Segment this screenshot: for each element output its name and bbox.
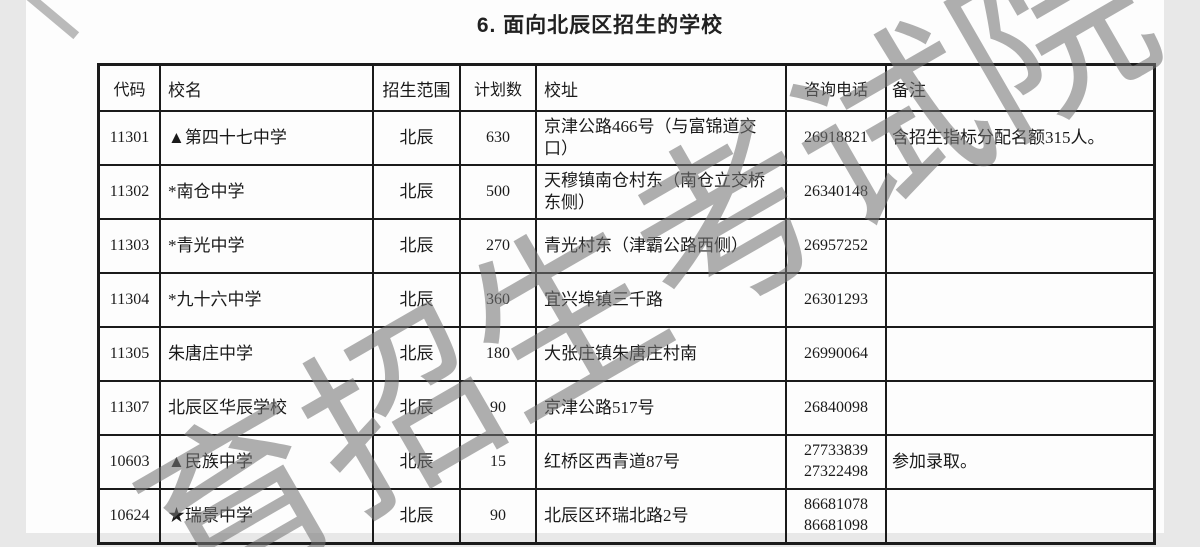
cell-code: 10603: [97, 434, 161, 490]
cell-phone: 26957252: [785, 218, 887, 274]
table-row: 11301 ▲第四十七中学 北辰 630 京津公路466号（与富锦道交口） 2691882…: [97, 110, 1156, 166]
cell-code: 11307: [97, 380, 161, 436]
cell-plan: 630: [459, 110, 537, 166]
column-header-scope: 招生范围: [372, 63, 461, 112]
cell-scope: 北辰: [372, 164, 461, 220]
cell-remark: 参加录取。: [885, 434, 1156, 490]
table-row: 11303 *青光中学 北辰 270 青光村东（津霸公路西侧） 26957252: [97, 218, 1156, 274]
cell-address: 青光村东（津霸公路西侧）: [535, 218, 787, 274]
cell-phone: 86681078 86681098: [785, 488, 887, 545]
cell-remark: 含招生指标分配名额315人。: [885, 110, 1156, 166]
cell-name: ★瑞景中学: [159, 488, 374, 545]
cell-code: 11302: [97, 164, 161, 220]
cell-plan: 180: [459, 326, 537, 382]
cell-code: 11303: [97, 218, 161, 274]
cell-phone: 26918821: [785, 110, 887, 166]
cell-plan: 15: [459, 434, 537, 490]
table-row: 11304 *九十六中学 北辰 360 宜兴埠镇三千路 26301293: [97, 272, 1156, 328]
cell-plan: 360: [459, 272, 537, 328]
cell-scope: 北辰: [372, 218, 461, 274]
cell-address: 天穆镇南仓村东（南仓立交桥东侧）: [535, 164, 787, 220]
cell-code: 10624: [97, 488, 161, 545]
cell-address: 大张庄镇朱唐庄村南: [535, 326, 787, 382]
cell-phone: 26301293: [785, 272, 887, 328]
cell-plan: 90: [459, 380, 537, 436]
column-header-plan: 计划数: [459, 63, 537, 112]
cell-phone: 26990064: [785, 326, 887, 382]
cell-phone: 26340148: [785, 164, 887, 220]
cell-name: *青光中学: [159, 218, 374, 274]
column-header-name: 校名: [159, 63, 374, 112]
cell-name: 北辰区华辰学校: [159, 380, 374, 436]
table-header-row: 代码 校名 招生范围 计划数 校址 咨询电话 备注: [97, 63, 1156, 112]
cell-scope: 北辰: [372, 110, 461, 166]
table-row: 11305 朱唐庄中学 北辰 180 大张庄镇朱唐庄村南 26990064: [97, 326, 1156, 382]
cell-name: *南仓中学: [159, 164, 374, 220]
column-header-code: 代码: [97, 63, 161, 112]
cell-plan: 500: [459, 164, 537, 220]
cell-plan: 270: [459, 218, 537, 274]
cell-address: 宜兴埠镇三千路: [535, 272, 787, 328]
cell-address: 京津公路466号（与富锦道交口）: [535, 110, 787, 166]
cell-scope: 北辰: [372, 326, 461, 382]
page-margin-left: [0, 0, 26, 547]
column-header-address: 校址: [535, 63, 787, 112]
cell-address: 京津公路517号: [535, 380, 787, 436]
cell-name: ▲第四十七中学: [159, 110, 374, 166]
cell-remark: [885, 326, 1156, 382]
cell-remark: [885, 272, 1156, 328]
cell-scope: 北辰: [372, 272, 461, 328]
cell-scope: 北辰: [372, 380, 461, 436]
cell-code: 11304: [97, 272, 161, 328]
table-row: 11302 *南仓中学 北辰 500 天穆镇南仓村东（南仓立交桥东侧） 26340148: [97, 164, 1156, 220]
table-row: 10603 ▲民族中学 北辰 15 红桥区西青道87号 27733839 27322498…: [97, 434, 1156, 490]
cell-address: 红桥区西青道87号: [535, 434, 787, 490]
page-margin-right: [1164, 0, 1200, 547]
cell-plan: 90: [459, 488, 537, 545]
cell-code: 11301: [97, 110, 161, 166]
cell-scope: 北辰: [372, 488, 461, 545]
table-row: 10624 ★瑞景中学 北辰 90 北辰区环瑞北路2号 86681078 86681098: [97, 488, 1156, 545]
cell-remark: [885, 218, 1156, 274]
column-header-phone: 咨询电话: [785, 63, 887, 112]
cell-phone: 27733839 27322498: [785, 434, 887, 490]
cell-remark: [885, 380, 1156, 436]
cell-name: *九十六中学: [159, 272, 374, 328]
cell-remark: [885, 164, 1156, 220]
cell-scope: 北辰: [372, 434, 461, 490]
page-title: 6. 面向北辰区招生的学校: [476, 14, 724, 37]
cell-address: 北辰区环瑞北路2号: [535, 488, 787, 545]
cell-phone: 26840098: [785, 380, 887, 436]
table-row: 11307 北辰区华辰学校 北辰 90 京津公路517号 26840098: [97, 380, 1156, 436]
cell-remark: [885, 488, 1156, 545]
cell-name: 朱唐庄中学: [159, 326, 374, 382]
schools-table: 代码 校名 招生范围 计划数 校址 咨询电话 备注 11301 ▲第四十七中学 北辰 630 京津公…: [97, 63, 1156, 545]
column-header-remark: 备注: [885, 63, 1156, 112]
cell-code: 11305: [97, 326, 161, 382]
cell-name: ▲民族中学: [159, 434, 374, 490]
